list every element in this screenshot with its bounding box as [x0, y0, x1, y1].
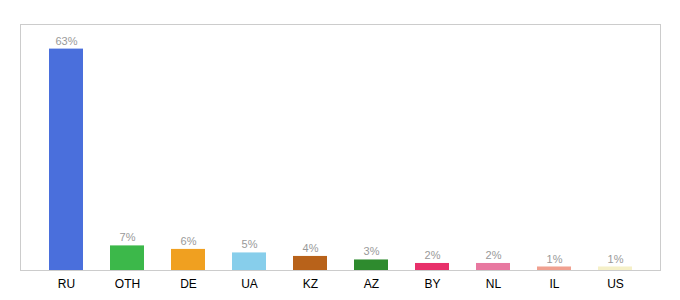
svg-text:6%: 6% — [181, 235, 197, 247]
svg-text:US: US — [607, 277, 624, 291]
svg-text:OTH: OTH — [115, 277, 140, 291]
svg-text:NL: NL — [486, 277, 502, 291]
svg-text:RU: RU — [58, 277, 75, 291]
svg-text:DE: DE — [180, 277, 197, 291]
svg-text:AZ: AZ — [364, 277, 379, 291]
svg-text:1%: 1% — [547, 253, 563, 265]
svg-text:5%: 5% — [242, 238, 258, 250]
svg-text:1%: 1% — [608, 253, 624, 265]
svg-text:KZ: KZ — [303, 277, 318, 291]
svg-text:IL: IL — [549, 277, 559, 291]
svg-text:BY: BY — [424, 277, 440, 291]
svg-text:4%: 4% — [303, 242, 319, 254]
svg-text:UA: UA — [241, 277, 258, 291]
svg-text:3%: 3% — [364, 245, 380, 257]
svg-text:2%: 2% — [486, 249, 502, 261]
svg-text:63%: 63% — [55, 35, 77, 47]
svg-text:7%: 7% — [120, 231, 136, 243]
svg-text:2%: 2% — [425, 249, 441, 261]
